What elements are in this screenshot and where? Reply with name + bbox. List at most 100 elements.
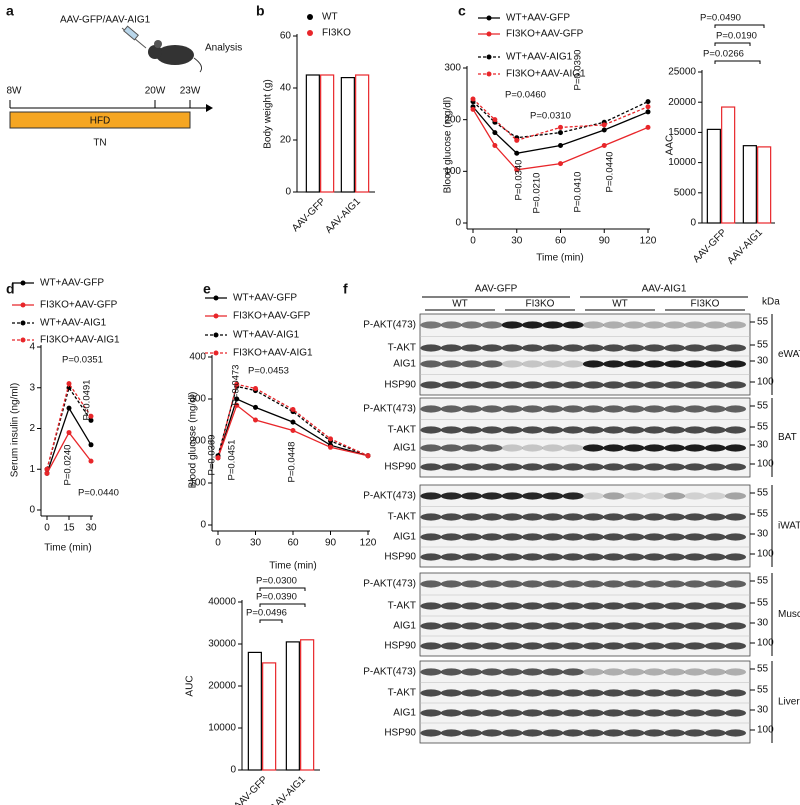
band	[725, 602, 746, 610]
point	[253, 417, 258, 423]
y-axis-label: Blood glucose (mg/dl)	[188, 392, 199, 489]
band	[440, 689, 462, 697]
band	[481, 463, 503, 471]
band	[643, 381, 665, 389]
band	[623, 381, 645, 389]
legend-marker	[20, 337, 26, 343]
band	[664, 492, 686, 500]
band	[704, 622, 726, 630]
band	[643, 513, 665, 521]
band	[461, 689, 483, 697]
p-value: P=0.0300	[256, 576, 297, 587]
y-tick-label: 0	[285, 187, 291, 198]
legend-marker	[486, 15, 492, 21]
protein-label: HSP90	[384, 462, 416, 473]
y-tick-label: 40000	[208, 597, 236, 608]
bar	[355, 74, 370, 193]
band	[420, 709, 442, 717]
tissue-label: eWAT	[778, 349, 800, 360]
band	[440, 709, 462, 717]
legend-marker	[486, 71, 492, 77]
band	[542, 426, 564, 434]
kda-label: 100	[757, 459, 774, 470]
band	[643, 642, 665, 650]
band	[420, 381, 442, 389]
band	[704, 533, 726, 541]
band	[643, 689, 665, 697]
band	[725, 642, 746, 650]
band	[420, 553, 442, 561]
band	[643, 553, 665, 561]
band	[481, 360, 503, 368]
tissue-label: Liver	[778, 697, 800, 708]
point	[601, 122, 607, 128]
x-tick-label: 30	[250, 538, 262, 549]
point	[470, 106, 476, 112]
band	[440, 513, 462, 521]
p-value: P=0.0390	[573, 50, 584, 91]
band	[501, 513, 523, 521]
band	[481, 689, 503, 697]
band	[481, 642, 503, 650]
band	[603, 580, 625, 588]
band	[725, 689, 746, 697]
band	[603, 553, 625, 561]
band	[725, 580, 746, 588]
band	[562, 492, 584, 500]
point	[514, 137, 520, 143]
legend-label: FI3KO+AAV-AIG1	[233, 348, 313, 359]
band	[704, 344, 726, 352]
band	[501, 642, 523, 650]
band	[522, 381, 543, 389]
band	[440, 602, 462, 610]
band	[440, 426, 462, 434]
band	[562, 444, 584, 452]
band	[562, 426, 584, 434]
band	[562, 580, 584, 588]
legend-label: WT	[322, 12, 338, 23]
x-tick-label: 0	[215, 538, 221, 549]
band	[461, 360, 483, 368]
band	[562, 360, 584, 368]
x-tick-label: 15	[63, 523, 75, 534]
y-tick-label: 300	[189, 394, 206, 405]
band	[542, 444, 564, 452]
band	[643, 360, 665, 368]
band	[542, 405, 564, 413]
band	[704, 580, 726, 588]
protein-label: P-AKT(473)	[363, 491, 416, 502]
p-value: P=0.0491	[82, 380, 93, 421]
point	[88, 417, 94, 423]
bar	[721, 106, 736, 224]
band	[623, 513, 645, 521]
band	[643, 533, 665, 541]
panel-label: a	[6, 3, 14, 19]
bar	[742, 145, 757, 224]
band	[582, 405, 604, 413]
group-label: AAV-GFP	[475, 284, 518, 295]
band	[562, 321, 584, 329]
band	[643, 602, 665, 610]
band	[420, 360, 442, 368]
series-line	[46, 386, 92, 470]
band	[704, 492, 726, 500]
band	[643, 729, 665, 737]
p-value: P=0.0210	[532, 173, 543, 214]
band	[664, 344, 686, 352]
y-tick-label: 0	[230, 765, 236, 776]
band	[684, 668, 706, 676]
protein-label: HSP90	[384, 728, 416, 739]
point	[645, 99, 651, 105]
y-axis-label: Blood glucose (mg/dl)	[443, 97, 454, 194]
p-value: P=0.0266	[703, 49, 744, 60]
band	[582, 321, 604, 329]
p-value: P=0.0440	[78, 488, 119, 499]
panel-label: e	[203, 281, 211, 297]
bar	[305, 74, 320, 193]
point	[514, 167, 520, 173]
band	[522, 602, 543, 610]
x-axis-label: Time (min)	[269, 561, 316, 572]
point	[558, 124, 563, 130]
protein-label: T-AKT	[388, 601, 416, 612]
band	[664, 553, 686, 561]
